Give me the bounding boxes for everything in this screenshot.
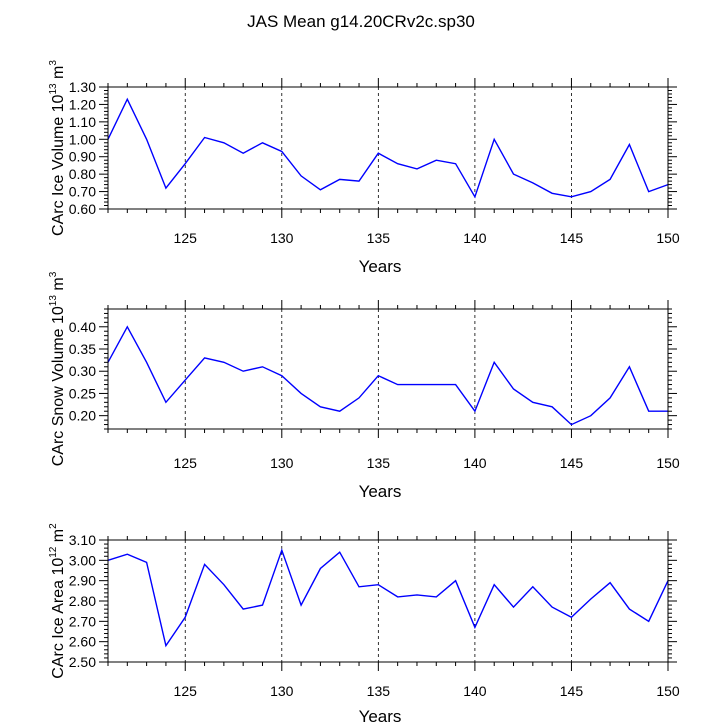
panel-3-x-axis-label: Years [359,707,402,724]
panel-2-y-tick-label: 0.30 [69,363,96,379]
panel-3-x-tick-label: 140 [463,683,487,699]
panel-2-x-tick-label: 150 [656,455,680,471]
panel-3-y-tick-label: 2.70 [69,613,96,629]
panel-3-y-tick-label: 2.80 [69,593,96,609]
panel-3-y-axis-label: CArc Ice Area 1012 m2 [48,523,67,679]
panel-3-plot-frame [107,539,669,663]
panel-1-y-tick-label: 1.00 [69,131,96,147]
panel-3-y-label-main: CArc Ice Area 10 [50,558,67,679]
panel-1-y-axis-label: CArc Ice Volume 1013 m3 [48,60,67,236]
panel-1-y-label-sup1: 13 [48,83,59,95]
panel-1-series-line [107,97,669,199]
panel-2-x-tick-label: 125 [174,455,198,471]
panel-2-y-label-sup1: 13 [48,295,59,307]
panel-1-y-tick-label: 0.60 [69,201,96,217]
panel-1-x-tick-label: 150 [656,230,680,246]
panel-3-y-label-sup1: 12 [48,546,59,558]
panel-1-x-tick-label: 140 [463,230,487,246]
panel-3-series-line [107,548,669,648]
panel-2-series-line [107,325,668,426]
panel-1-x-axis-label: Years [359,257,402,276]
panel-3-x-tick-label: 150 [656,683,680,699]
panel-3-y-tick-label: 2.50 [69,654,96,670]
panel-2-x-tick-label: 145 [560,455,584,471]
panel-2-y-axis-label: CArc Snow Volume 1013 m3 [48,271,67,466]
panel-2-y-label-sup2: 3 [48,271,59,277]
panel-1-y-tick-label: 0.80 [69,166,96,182]
panel-3-y-tick-label: 3.10 [69,532,96,548]
panel-2-x-tick-label: 130 [270,455,294,471]
panel-1-y-label-main: CArc Ice Volume 10 [50,94,67,236]
panel-1-y-tick-label: 1.30 [69,79,96,95]
panel-2-x-axis-label: Years [359,482,402,501]
panel-1-y-tick-label: 1.20 [69,96,96,112]
panel-1-y-tick-label: 0.90 [69,149,96,165]
panel-2-x-tick-label: 140 [463,455,487,471]
panel-1-y-label-mid: m [50,66,67,84]
panel-2-y-tick-label: 0.25 [69,385,96,401]
panel-2-y-tick-label: 0.20 [69,408,96,424]
panel-3-x-tick-label: 130 [270,683,294,699]
panel-3-x-tick-label: 145 [560,683,584,699]
panel-3-y-tick-label: 2.90 [69,573,96,589]
panel-3-y-label-sup2: 2 [48,523,59,529]
panel-1-y-tick-label: 1.10 [69,114,96,130]
panel-3-y-label-mid: m [50,529,67,547]
panel-2-x-tick-label: 135 [367,455,391,471]
chart-title: JAS Mean g14.20CRv2c.sp30 [247,12,475,31]
panel-1-x-tick-label: 145 [560,230,584,246]
panel-1-y-tick-label: 0.70 [69,184,96,200]
panel-3-x-tick-label: 135 [367,683,391,699]
panel-2-y-tick-label: 0.40 [69,319,96,335]
panel-1-plot-frame [107,86,669,210]
panel-1-x-tick-label: 130 [270,230,294,246]
panel-1-x-tick-label: 135 [367,230,391,246]
panel-3-y-tick-label: 3.00 [69,552,96,568]
panel-3-x-tick-label: 125 [174,683,198,699]
panel-1-x-tick-label: 125 [174,230,198,246]
panel-2-plot-frame [107,308,669,430]
panel-2-y-tick-label: 0.35 [69,341,96,357]
panel-2-y-label-mid: m [50,277,67,295]
panel-2-y-label-main: CArc Snow Volume 10 [50,306,67,466]
panel-3-y-tick-label: 2.60 [69,634,96,650]
panel-1-y-label-sup2: 3 [48,60,59,66]
